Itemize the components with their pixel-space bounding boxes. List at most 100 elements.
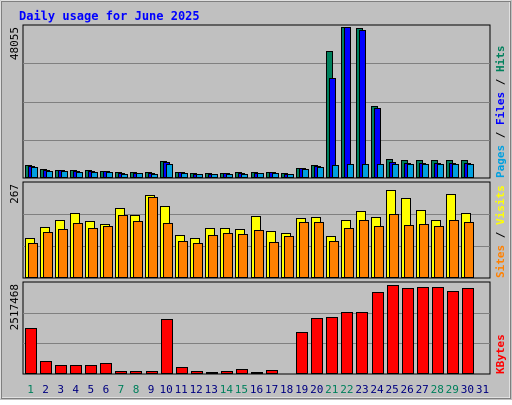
right-axis-legend: KBytes: [494, 334, 507, 374]
x-tick-label-day-31: 31: [476, 383, 489, 396]
chart-border-dark: [1, 1, 511, 399]
x-tick-label-day-11: 11: [175, 383, 188, 396]
bar-kbytes-day-29: [447, 291, 459, 374]
bar-pages-day-25: [392, 164, 399, 178]
x-tick-label-day-16: 16: [250, 383, 263, 396]
x-tick-label-day-2: 2: [42, 383, 49, 396]
bar-pages-day-10: [166, 164, 173, 178]
bar-sites-day-12: [193, 243, 203, 278]
bar-kbytes-day-19: [296, 332, 308, 374]
bar-pages-day-18: [287, 174, 294, 178]
bar-files-day-21: [329, 78, 336, 178]
x-tick-label-day-10: 10: [159, 383, 172, 396]
bar-sites-day-10: [163, 223, 173, 278]
bar-pages-day-6: [106, 172, 113, 178]
bar-sites-day-3: [58, 229, 68, 278]
bar-kbytes-day-17: [266, 370, 278, 374]
x-tick-label-day-15: 15: [235, 383, 248, 396]
bar-kbytes-day-2: [40, 361, 52, 374]
bar-kbytes-day-6: [100, 363, 112, 374]
bar-pages-day-29: [452, 164, 459, 178]
bar-sites-day-6: [103, 226, 113, 278]
bar-pages-day-16: [257, 173, 264, 178]
bar-pages-day-14: [226, 174, 233, 178]
bar-kbytes-day-11: [176, 367, 188, 374]
bar-pages-day-23: [362, 164, 369, 178]
bar-kbytes-day-25: [387, 285, 399, 374]
x-tick-label-day-8: 8: [133, 383, 140, 396]
bar-sites-day-5: [88, 228, 98, 278]
bar-sites-day-25: [389, 214, 399, 278]
bar-kbytes-day-22: [341, 312, 353, 374]
bar-pages-day-9: [151, 174, 158, 178]
legend-hits: Hits: [494, 46, 507, 73]
bar-sites-day-4: [73, 223, 83, 278]
legend-separator: /: [494, 72, 507, 92]
bar-pages-day-11: [181, 173, 188, 178]
bar-pages-day-19: [302, 169, 309, 178]
x-tick-label-day-20: 20: [310, 383, 323, 396]
x-tick-label-day-27: 27: [416, 383, 429, 396]
bar-kbytes-day-10: [161, 319, 173, 374]
x-tick-label-day-24: 24: [370, 383, 384, 396]
right-axis-legend: Sites / Visits: [494, 185, 507, 278]
bar-sites-day-7: [118, 215, 128, 278]
x-tick-label-day-12: 12: [190, 383, 203, 396]
bar-sites-day-22: [344, 228, 354, 278]
bar-sites-day-20: [314, 222, 324, 278]
chart-title: Daily usage for June 2025: [19, 9, 200, 23]
bar-sites-day-17: [269, 242, 279, 278]
x-tick-label-day-17: 17: [265, 383, 278, 396]
panel-3: 2517468 KBytes: [8, 281, 507, 375]
bar-kbytes-day-23: [356, 312, 368, 374]
legend-sites: Sites: [494, 245, 507, 278]
x-tick-label-day-19: 19: [295, 383, 308, 396]
bar-kbytes-day-8: [130, 371, 142, 374]
bar-kbytes-day-21: [326, 317, 338, 374]
x-tick-label-day-18: 18: [280, 383, 293, 396]
x-tick-label-day-13: 13: [205, 383, 218, 396]
bar-pages-day-20: [317, 167, 324, 178]
bar-sites-day-24: [374, 226, 384, 278]
x-tick-label-day-4: 4: [72, 383, 79, 396]
bar-pages-day-7: [121, 174, 128, 178]
bar-pages-day-12: [196, 174, 203, 178]
x-tick-label-day-5: 5: [87, 383, 94, 396]
x-tick-label-day-25: 25: [385, 383, 398, 396]
bar-sites-day-30: [464, 222, 474, 278]
bar-kbytes-day-4: [70, 365, 82, 374]
y-max-label: 48055: [8, 27, 21, 60]
bar-pages-day-5: [91, 172, 98, 178]
x-tick-label-day-6: 6: [103, 383, 110, 396]
bar-kbytes-day-13: [206, 372, 218, 374]
bar-pages-day-28: [437, 164, 444, 178]
legend-visits: Visits: [494, 185, 507, 225]
bar-pages-day-21: [332, 165, 339, 178]
legend-separator: /: [494, 225, 507, 245]
bar-pages-day-1: [31, 167, 38, 178]
x-axis-labels: 1 2 3 4 5 6 7 8 9 10 11 12 13 14 15 16 17 18 19 20 21 22 23 24 2…: [27, 383, 489, 396]
bar-pages-day-24: [377, 164, 384, 178]
bar-sites-day-2: [43, 232, 53, 278]
bar-sites-day-23: [359, 220, 369, 278]
bar-pages-day-4: [76, 172, 83, 178]
bar-sites-day-16: [254, 230, 264, 278]
plot-area: [22, 24, 491, 179]
y-max-label: 267: [8, 184, 21, 204]
bar-pages-day-13: [211, 174, 218, 178]
x-tick-label-day-9: 9: [148, 383, 155, 396]
bar-pages-day-26: [407, 164, 414, 178]
bar-sites-day-28: [434, 226, 444, 278]
y-max-label: 2517468: [8, 284, 21, 330]
bar-pages-day-2: [46, 171, 53, 178]
legend-files: Files: [494, 92, 507, 125]
x-tick-label-day-7: 7: [118, 383, 125, 396]
bar-sites-day-19: [299, 222, 309, 278]
bar-kbytes-day-15: [236, 369, 248, 374]
x-tick-label-day-30: 30: [461, 383, 474, 396]
bar-sites-day-18: [284, 236, 294, 278]
x-tick-label-day-22: 22: [340, 383, 353, 396]
bar-sites-day-27: [419, 224, 429, 278]
